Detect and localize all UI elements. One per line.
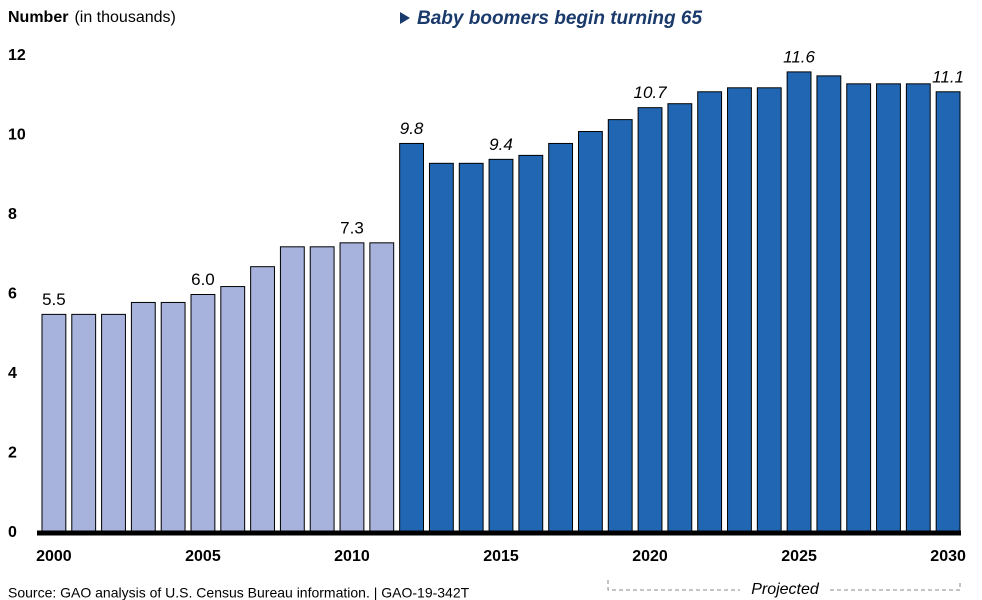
bar <box>428 162 454 534</box>
bar <box>518 154 544 534</box>
value-label: 10.7 <box>633 83 667 102</box>
bar <box>101 313 126 534</box>
bar <box>339 242 365 534</box>
bar <box>71 313 97 534</box>
x-tick-label: 2010 <box>334 548 370 565</box>
bar <box>727 87 752 534</box>
y-tick-label: 12 <box>8 47 26 64</box>
projected-bracket <box>607 580 961 591</box>
bar <box>577 131 603 534</box>
bar <box>309 246 335 534</box>
source-note: Source: GAO analysis of U.S. Census Bure… <box>8 585 470 600</box>
bar <box>41 313 67 534</box>
bar <box>816 75 842 534</box>
bar <box>667 103 693 534</box>
bar <box>190 294 216 534</box>
bar <box>786 71 812 534</box>
value-label: 7.3 <box>340 218 364 237</box>
x-tick-label: 2005 <box>185 548 221 565</box>
y-axis-note: (in thousands) <box>74 9 175 26</box>
bar <box>220 286 246 534</box>
x-tick-label: 2030 <box>930 548 966 565</box>
projected-label: Projected <box>751 581 820 598</box>
bar <box>697 91 723 534</box>
bar <box>250 266 275 534</box>
bar <box>488 158 514 534</box>
bar <box>279 246 305 534</box>
x-tick-label: 2000 <box>36 548 72 565</box>
bar <box>905 83 931 534</box>
value-label: 9.4 <box>489 135 513 154</box>
annotation: Baby boomers begin turning 65 <box>417 8 702 29</box>
x-tick-label: 2015 <box>483 548 519 565</box>
y-tick-label: 10 <box>8 127 26 144</box>
bar <box>399 142 425 534</box>
bar <box>876 83 901 534</box>
bar <box>458 162 484 534</box>
bar <box>369 242 395 534</box>
y-tick-label: 8 <box>8 206 17 223</box>
value-label: 9.8 <box>400 119 424 138</box>
bar <box>160 301 186 534</box>
value-label: 5.5 <box>42 290 66 309</box>
bar <box>756 87 782 534</box>
bar <box>607 119 633 534</box>
y-tick-label: 4 <box>8 365 17 382</box>
y-axis-label: Number (in thousands) <box>8 9 176 26</box>
bar <box>548 142 574 534</box>
bar <box>130 301 156 534</box>
y-tick-label: 2 <box>8 445 17 462</box>
bar <box>935 91 961 534</box>
x-tick-label: 2025 <box>781 548 817 565</box>
value-label: 11.6 <box>783 47 815 66</box>
y-axis-title: Number <box>8 9 68 26</box>
x-tick-label: 2020 <box>632 548 668 565</box>
value-label: 6.0 <box>191 270 215 289</box>
y-tick-label: 0 <box>8 524 17 541</box>
bar <box>637 107 663 534</box>
value-label: 11.1 <box>932 67 964 86</box>
bar <box>846 83 872 534</box>
y-tick-label: 6 <box>8 286 17 303</box>
annotation-icon <box>400 12 410 24</box>
